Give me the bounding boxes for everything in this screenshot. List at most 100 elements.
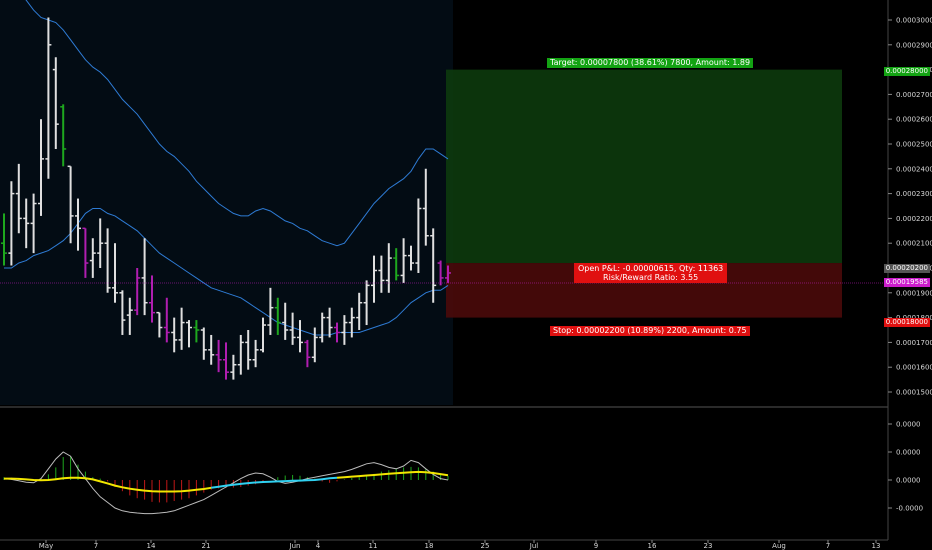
ohlc-bar — [289, 312, 296, 345]
oscillator-axis[interactable]: 0.0000 0.0000 0.0000 -0.0000 — [888, 421, 923, 513]
ohlc-bar — [15, 163, 22, 234]
ohlc-bar — [112, 243, 118, 303]
risk-reward-tool[interactable] — [446, 69, 842, 318]
time-tick-label: 4 — [316, 542, 321, 550]
ohlc-bar — [319, 312, 326, 343]
time-tick-label: 14 — [147, 542, 156, 550]
time-tick-label: Jun — [289, 542, 301, 550]
osc-tick-label: 0.0000 — [896, 421, 921, 429]
osc-tick-label: -0.0000 — [896, 505, 923, 513]
ohlc-bar — [445, 265, 451, 283]
ohlc-bar — [237, 334, 244, 375]
history-background — [0, 0, 453, 405]
time-tick-label: 11 — [369, 542, 378, 550]
ohlc-bar — [104, 228, 111, 293]
ohlc-bar — [8, 181, 15, 266]
target-zone — [446, 69, 842, 264]
target-price-tag: 0.00028000 — [883, 67, 930, 76]
ohlc-bar — [193, 320, 200, 343]
entry-price-tag: 0.00020200 — [883, 264, 930, 273]
ohlc-bar — [60, 104, 67, 167]
ohlc-bar — [311, 327, 318, 363]
time-tick-label: 18 — [425, 542, 434, 550]
ohlc-bar — [282, 302, 289, 340]
signal-line-yellow — [4, 476, 212, 493]
time-axis[interactable]: May 7 14 21 Jun 4 11 18 25 Jul 9 16 23 Aug 7 13 — [0, 539, 888, 550]
ohlc-bar — [97, 218, 104, 268]
ohlc-bar — [171, 317, 178, 353]
ohlc-bar — [230, 354, 237, 380]
ohlc-bar — [156, 311, 163, 338]
ohlc-bar — [260, 317, 266, 353]
signal-line-cyan — [211, 476, 338, 489]
osc-tick-label: 0.0000 — [896, 477, 921, 485]
oscillator-line — [3, 451, 449, 515]
ohlc-bar — [186, 320, 192, 348]
ohlc-bar — [223, 342, 229, 380]
ohlc-bar — [208, 334, 215, 365]
ohlc-bar — [341, 315, 348, 345]
ohlc-bar — [1, 213, 7, 266]
ohlc-bar — [38, 119, 44, 216]
ohlc-bar — [89, 238, 96, 278]
target-label: Target: 0.00007800 (38.61%) 7800, Amount… — [547, 58, 754, 68]
time-tick-label: 7 — [826, 542, 830, 550]
ohlc-bar — [385, 243, 392, 293]
ohlc-bar — [422, 168, 429, 246]
oscillator-pane — [3, 451, 449, 515]
ohlc-bar — [393, 248, 400, 281]
ohlc-bar — [82, 227, 89, 278]
ohlc-bar — [304, 339, 311, 368]
ohlc-bar — [215, 339, 222, 373]
time-tick-label: 16 — [648, 542, 657, 550]
ohlc-bar — [297, 320, 303, 353]
ohlc-bar — [245, 330, 252, 370]
stop-price-tag: 0.00018000 — [883, 318, 930, 327]
current-price-tag: 0.00019585 — [883, 278, 930, 287]
ohlc-bar — [274, 297, 281, 335]
ohlc-bar — [200, 327, 207, 360]
ohlc-bar — [67, 165, 74, 244]
time-tick-label: 23 — [704, 542, 713, 550]
signal-line-yellow-end — [336, 470, 449, 479]
ohlc-bar — [163, 297, 170, 343]
time-tick-label: 21 — [202, 542, 211, 550]
ohlc-bar — [75, 198, 81, 251]
ohlc-bar — [267, 287, 274, 335]
ohlc-bar — [430, 228, 437, 303]
ohlc-bar — [334, 322, 340, 343]
ohlc-bar — [400, 238, 407, 283]
ohlc-bar — [415, 198, 422, 273]
time-tick-label: Jul — [529, 542, 539, 550]
ohlc-bar — [326, 307, 333, 338]
ohlc-bar — [178, 307, 185, 350]
ohlc-bar — [23, 198, 30, 249]
ohlc-bar — [408, 245, 414, 271]
risk-reward-text: Risk/Reward Ratio: 3.55 — [603, 273, 699, 282]
open-pl-text: Open P&L: -0.00000615, Qty: 11363 — [578, 264, 724, 273]
ohlc-bar — [356, 292, 363, 330]
ohlc-bar — [141, 238, 148, 316]
ohlc-bar — [134, 268, 141, 316]
ohlc-bar — [252, 339, 259, 368]
time-tick-label: 13 — [872, 542, 881, 550]
time-tick-label: May — [39, 542, 53, 550]
ohlc-bar — [30, 193, 37, 254]
time-tick-label: 7 — [94, 542, 98, 550]
ohlc-bar — [119, 290, 126, 335]
stop-label: Stop: 0.00002200 (10.89%) 2200, Amount: … — [550, 326, 750, 336]
ohlc-bars — [1, 17, 451, 380]
ohlc-bar — [363, 280, 370, 326]
